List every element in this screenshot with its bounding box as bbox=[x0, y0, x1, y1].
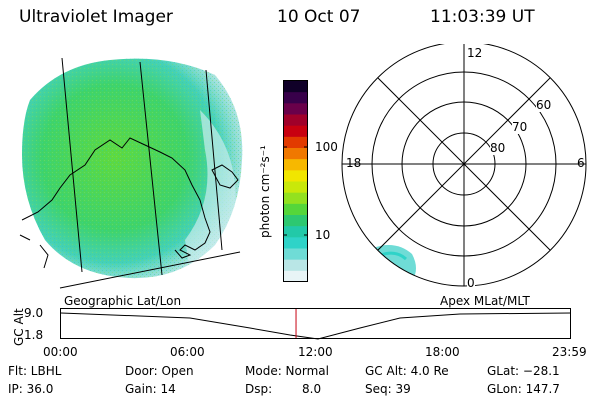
timeline-x-tick-0000: 00:00 bbox=[43, 345, 78, 359]
colorbar-swatch bbox=[283, 259, 308, 271]
colorbar-swatch bbox=[283, 91, 308, 104]
coastline bbox=[19, 137, 239, 269]
door-readout: Door: Open bbox=[125, 364, 194, 378]
time-label: 11:03:39 UT bbox=[430, 7, 535, 27]
timeline-y-tick-low: 1.8 bbox=[24, 328, 44, 342]
timeline-y-tick-high: 9.0 bbox=[24, 306, 44, 320]
date-label: 10 Oct 07 bbox=[277, 7, 361, 27]
mlat-label-80: 80 bbox=[490, 141, 506, 155]
dsp-value: 8.0 bbox=[302, 382, 322, 396]
mlt-label-12: 12 bbox=[467, 46, 483, 60]
mlat-label-70: 70 bbox=[512, 120, 528, 134]
polar-panel-label: Apex MLat/MLT bbox=[440, 294, 530, 308]
colorbar-swatch bbox=[283, 181, 308, 193]
latitude-line bbox=[59, 251, 241, 289]
timeline-x-tick-2359: 23:59 bbox=[552, 345, 587, 359]
glat-readout: GLat: −28.1 bbox=[487, 364, 560, 378]
polar-panel bbox=[341, 44, 587, 287]
mlat-label-60: 60 bbox=[536, 98, 552, 112]
timeline-x-tick-0600: 06:00 bbox=[170, 345, 205, 359]
colorbar-swatch bbox=[283, 192, 308, 204]
ip-readout: IP: 36.0 bbox=[8, 382, 54, 396]
dsp-label: Dsp: bbox=[245, 382, 273, 396]
colorbar-label: photon cm⁻²s⁻¹ bbox=[258, 145, 272, 238]
mode-readout: Mode: Normal bbox=[245, 364, 329, 378]
earth-panel-label: Geographic Lat/Lon bbox=[64, 294, 182, 308]
mlt-label-0: 0 bbox=[467, 276, 475, 290]
colorbar-swatch bbox=[283, 102, 308, 115]
longitude-line bbox=[205, 69, 223, 251]
colorbar-tick-100: 100 bbox=[315, 140, 338, 154]
colorbar-swatch bbox=[283, 80, 308, 93]
timeline-chart bbox=[60, 308, 572, 340]
colorbar-swatch bbox=[283, 169, 308, 182]
colorbar-swatch bbox=[283, 114, 308, 126]
colorbar-swatch bbox=[283, 236, 308, 249]
colorbar bbox=[283, 80, 308, 282]
colorbar-swatch bbox=[283, 158, 308, 171]
colorbar-swatch bbox=[283, 270, 308, 282]
earth-image-panel bbox=[19, 57, 243, 289]
colorbar-swatch bbox=[283, 248, 308, 260]
seq-readout: Seq: 39 bbox=[365, 382, 411, 396]
glon-readout: GLon: 147.7 bbox=[487, 382, 560, 396]
gain-readout: Gain: 14 bbox=[125, 382, 176, 396]
gc-alt-readout: GC Alt: 4.0 Re bbox=[365, 364, 449, 378]
altitude-curve bbox=[60, 312, 572, 340]
colorbar-tick-10: 10 bbox=[315, 228, 331, 242]
colorbar-swatch bbox=[283, 214, 308, 227]
colorbar-swatch bbox=[283, 125, 308, 137]
timeline-x-tick-1200: 12:00 bbox=[298, 345, 333, 359]
filter-readout: Flt: LBHL bbox=[8, 364, 62, 378]
colorbar-swatch bbox=[283, 203, 308, 215]
colorbar-swatch bbox=[283, 147, 308, 160]
instrument-title: Ultraviolet Imager bbox=[19, 7, 173, 27]
timeline-x-tick-1800: 18:00 bbox=[425, 345, 460, 359]
colorbar-swatch bbox=[283, 225, 308, 238]
longitude-line bbox=[139, 61, 163, 276]
longitude-line bbox=[61, 57, 83, 273]
mlt-label-6: 6 bbox=[577, 156, 585, 170]
colorbar-swatch bbox=[283, 136, 308, 148]
mlt-label-18: 18 bbox=[346, 156, 362, 170]
